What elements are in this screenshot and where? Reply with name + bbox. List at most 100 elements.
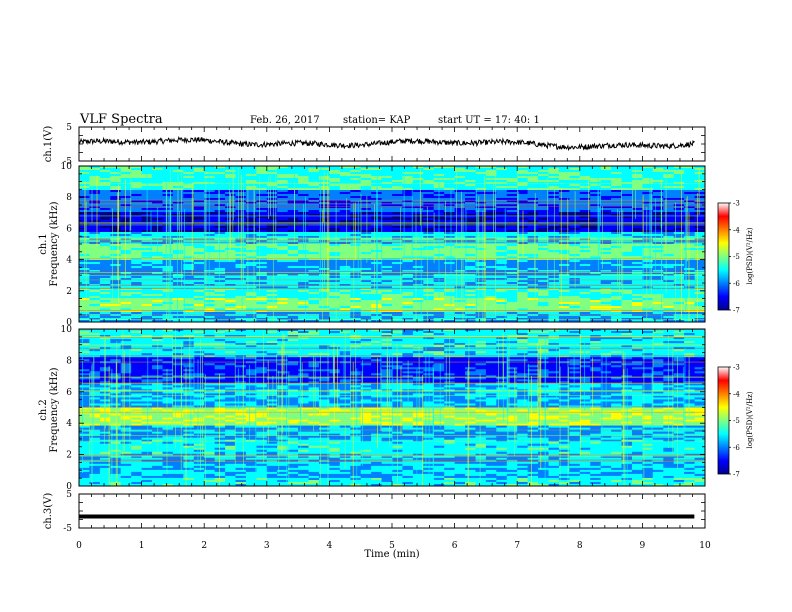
ch1-spectrogram-cell [496,280,508,283]
ch1-spectrogram-cell [392,192,403,195]
ch1-spectrogram-cell [256,172,268,175]
ch1-spectrogram-cell [642,244,654,247]
ch1-spectrogram-cell [402,304,414,307]
ch1-spectrogram-cell [172,288,184,291]
ch1-spectrogram-cell [392,214,403,217]
ch1-spectrogram-cell [642,176,654,179]
ch1-spectrogram-cell [423,174,435,177]
ch1-spectrogram-cell [287,260,299,263]
ch1-spectrogram-cell [506,290,518,293]
ch1-spectrogram-cell [538,310,549,313]
ch1-spectrogram-cell [569,188,581,191]
ch1-spectrogram-cell [496,222,508,225]
ch1-spectrogram-cell [558,180,570,183]
ch1-spectrogram-cell [475,200,487,203]
ch1-spectrogram-cell [412,190,424,193]
ch1-spectrogram-cell [673,252,685,255]
ch1-spectrogram-cell [652,186,664,189]
ch1-spectrogram-cell [89,218,101,221]
ch1-spectrogram-cell [131,268,142,271]
ch1-spectrogram-cell [423,178,435,181]
y-tick-label: -5 [63,157,72,167]
ch1-spectrogram-cell [339,258,351,261]
ch1-spectrogram-cell [402,186,414,189]
ch1-spectrogram-cell [548,168,560,171]
ch1-spectrogram-cell [611,186,622,189]
ch1-spectrogram-cell [506,304,518,307]
ch1-spectrogram-cell [611,166,622,169]
ch1-spectrogram-cell [454,316,466,319]
ch1-spectrogram-cell [99,186,111,189]
ch1-spectrogram-cell [496,282,508,285]
ch1-spectrogram-cell [558,244,570,247]
ch1-spectrogram-cell [485,304,497,307]
ch1-spectrogram-cell [506,252,518,255]
ch1-spectrogram-cell [214,236,226,239]
ch1-spectrogram-cell [694,296,706,299]
ch1-spectrogram-cell [152,298,163,301]
ch1-spectrogram-cell [131,236,142,239]
ch1-spectrogram-cell [350,296,362,299]
ch1-spectrogram-cell [600,272,612,275]
ch1-spectrogram-cell [79,176,90,179]
ch1-spectrogram-cell [204,272,215,275]
ch1-spectrogram-cell [245,184,257,187]
ch1-spectrogram-cell [308,234,320,237]
ch1-spectrogram-cell [79,206,90,209]
ch1-spectrogram-cell [277,254,288,257]
ch1-spectrogram-cell [402,306,414,309]
ch1-spectrogram-cell [465,190,476,193]
ch1-spectrogram-cell [225,300,236,303]
ch1-spectrogram-cell [475,272,487,275]
ch1-spectrogram-cell [360,234,372,237]
ch1-spectrogram-cell [339,220,351,223]
ch1-spectrogram-cell [412,172,424,175]
ch1-spectrogram-cell [308,220,320,223]
ch1-spectrogram-cell [538,186,549,189]
ch1-spectrogram-cell [694,198,706,201]
ch1-spectrogram-cell [120,268,132,271]
ch1-spectrogram-cell [600,234,612,237]
ch1-spectrogram-cell [558,312,570,315]
ch1-spectrogram-cell [381,232,393,235]
ch1-spectrogram-cell [527,234,539,237]
ch1-spectrogram-cell [496,174,508,177]
ch1-spectrogram-cell [287,268,299,271]
ch1-spectrogram-cell [152,310,163,313]
ch1-spectrogram-cell [590,298,601,301]
ch1-spectrogram-cell [694,280,706,283]
ch1-spectrogram-cell [99,184,111,187]
ch1-spectrogram-cell [652,172,664,175]
ch1-spectrogram-cell [381,212,393,215]
ch1-spectrogram-cell [600,178,612,181]
ch1-spectrogram-cell [465,236,476,239]
ch1-spectrogram-cell [590,184,601,187]
ch1-spectrogram-cell [214,296,226,299]
ch1-spectrogram-cell [444,268,455,271]
ch1-spectrogram-cell [110,170,122,173]
ch1-spectrogram-cell [590,244,601,247]
ch1-spectrogram-cell [329,248,341,251]
ch1-spectrogram-cell [465,172,476,175]
ch1-spectrogram-cell [558,188,570,191]
ch1-spectrogram-cell [339,170,351,173]
ch1-spectrogram-cell [632,304,643,307]
ch1-spectrogram-cell [319,306,330,309]
ch1-spectrogram-cell [183,246,195,249]
ch1-spectrogram-cell [527,190,539,193]
ch1-spectrogram-cell [339,264,351,267]
ch1-spectrogram-cell [402,298,414,301]
ch1-spectrogram-cell [308,252,320,255]
ch1-spectrogram-cell [517,272,528,275]
ch1-spectrogram-cell [120,266,132,269]
ch1-spectrogram-cell [642,266,654,269]
ch1-spectrogram-cell [454,272,466,275]
ch1-spectrogram-cell [287,282,299,285]
ch1-spectrogram-cell [371,184,382,187]
ch1-spectrogram-cell [611,194,622,197]
ch1-spectrogram-cell [381,186,393,189]
ch1-spectrogram-cell [89,276,101,279]
ch1-spectrogram-cell [694,222,706,225]
ch1-spectrogram-cell [517,290,528,293]
ch1-spectrogram-cell [527,228,539,231]
